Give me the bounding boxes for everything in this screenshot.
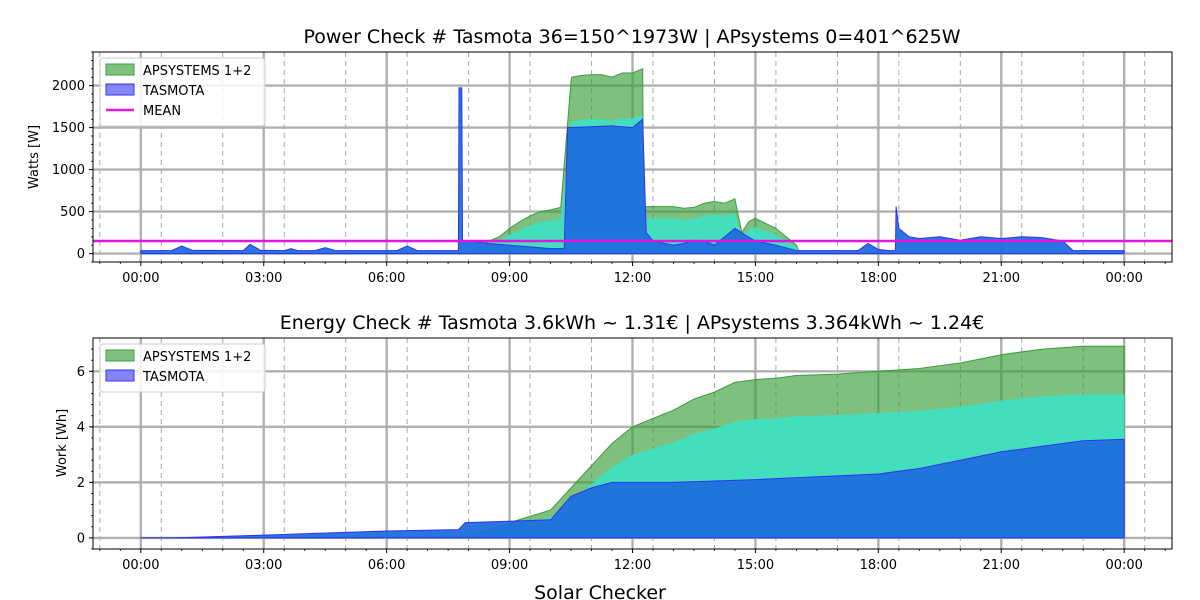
x-tick-label: 03:00 (245, 558, 282, 573)
x-tick-label: 00:00 (122, 558, 159, 573)
legend-apsystems-swatch (105, 63, 135, 76)
power-chart-ylabel: Watts [W] (27, 125, 42, 189)
series-group (139, 345, 1125, 539)
y-tick-label: 0 (77, 531, 85, 546)
legend-tasmota-swatch (105, 83, 135, 96)
y-tick-label: 2 (77, 476, 85, 491)
x-tick-label: 12:00 (614, 271, 651, 286)
x-tick-label: 06:00 (368, 271, 405, 286)
power-check-chart: Power Check # Tasmota 36=150^1973W | APs… (27, 26, 1173, 286)
tasmota-area (140, 87, 1125, 255)
figure-suptitle: Solar Checker (534, 582, 666, 600)
x-tick-label: 15:00 (737, 271, 774, 286)
x-tick-label: 09:00 (491, 271, 528, 286)
y-tick-label: 0 (77, 247, 85, 262)
legend-entry-label: TASMOTA (142, 84, 204, 99)
x-tick-label: 21:00 (983, 271, 1020, 286)
x-tick-label: 03:00 (245, 271, 282, 286)
y-tick-label: 6 (77, 365, 85, 380)
energy-chart-title: Energy Check # Tasmota 3.6kWh ~ 1.31€ | … (280, 312, 985, 334)
y-tick-label: 1500 (52, 121, 85, 136)
x-tick-label: 18:00 (860, 271, 897, 286)
x-tick-label: 00:00 (1105, 271, 1142, 286)
legend-tasmota-swatch (105, 369, 135, 382)
x-tick-label: 00:00 (122, 271, 159, 286)
x-tick-label: 06:00 (368, 558, 405, 573)
x-tick-label: 21:00 (983, 558, 1020, 573)
x-tick-label: 00:00 (1105, 558, 1142, 573)
x-tick-label: 15:00 (737, 558, 774, 573)
energy-check-chart: Energy Check # Tasmota 3.6kWh ~ 1.31€ | … (55, 312, 1173, 573)
legend-entry-label: MEAN (143, 104, 181, 119)
series-group (140, 68, 1125, 255)
legend-apsystems-swatch (105, 349, 135, 362)
energy-chart-ylabel: Work [Wh] (55, 409, 70, 477)
y-tick-label: 2000 (52, 79, 85, 94)
legend-box (99, 343, 266, 393)
y-tick-label: 1000 (52, 163, 85, 178)
tasmota-area (139, 438, 1125, 539)
power-chart-title: Power Check # Tasmota 36=150^1973W | APs… (303, 26, 960, 48)
legend-entry-label: APSYSTEMS 1+2 (143, 64, 251, 79)
legend-entry-label: TASMOTA (142, 370, 204, 385)
x-tick-label: 09:00 (491, 558, 528, 573)
x-tick-label: 12:00 (614, 558, 651, 573)
legend-entry-label: APSYSTEMS 1+2 (143, 350, 251, 365)
x-tick-label: 18:00 (860, 558, 897, 573)
y-tick-label: 500 (60, 205, 85, 220)
y-tick-label: 4 (77, 420, 85, 435)
legend-box (99, 57, 266, 127)
